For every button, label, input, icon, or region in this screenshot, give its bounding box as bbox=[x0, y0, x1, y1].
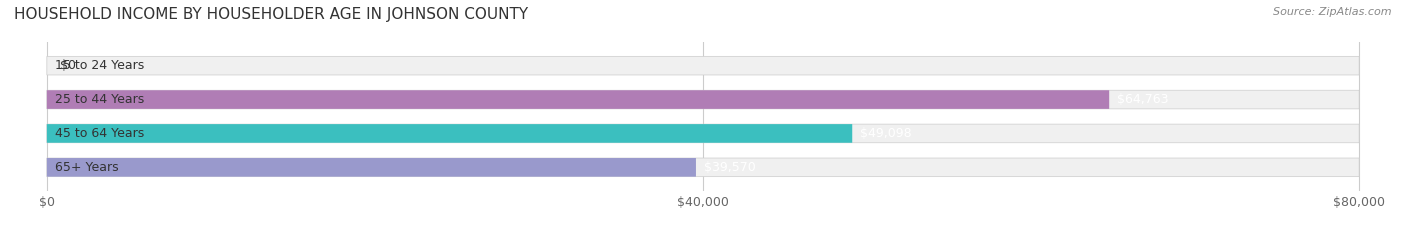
Text: $49,098: $49,098 bbox=[860, 127, 912, 140]
Text: $0: $0 bbox=[60, 59, 76, 72]
Text: $64,763: $64,763 bbox=[1118, 93, 1168, 106]
Text: 15 to 24 Years: 15 to 24 Years bbox=[55, 59, 145, 72]
FancyBboxPatch shape bbox=[46, 90, 1360, 109]
FancyBboxPatch shape bbox=[46, 56, 1360, 75]
FancyBboxPatch shape bbox=[46, 124, 852, 143]
Text: 25 to 44 Years: 25 to 44 Years bbox=[55, 93, 145, 106]
FancyBboxPatch shape bbox=[46, 158, 1360, 177]
FancyBboxPatch shape bbox=[46, 158, 696, 177]
Text: 45 to 64 Years: 45 to 64 Years bbox=[55, 127, 145, 140]
Text: HOUSEHOLD INCOME BY HOUSEHOLDER AGE IN JOHNSON COUNTY: HOUSEHOLD INCOME BY HOUSEHOLDER AGE IN J… bbox=[14, 7, 529, 22]
Text: 65+ Years: 65+ Years bbox=[55, 161, 118, 174]
Text: Source: ZipAtlas.com: Source: ZipAtlas.com bbox=[1274, 7, 1392, 17]
FancyBboxPatch shape bbox=[46, 90, 1109, 109]
Text: $39,570: $39,570 bbox=[704, 161, 756, 174]
FancyBboxPatch shape bbox=[46, 124, 1360, 143]
